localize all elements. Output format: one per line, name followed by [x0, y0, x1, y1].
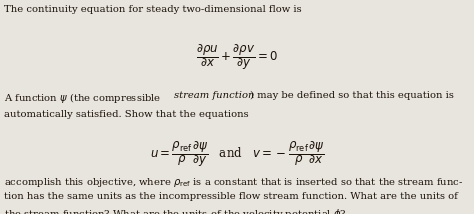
Text: stream function: stream function [174, 91, 255, 100]
Text: ) may be defined so that this equation is: ) may be defined so that this equation i… [250, 91, 454, 100]
Text: $\dfrac{\partial\rho u}{\partial x} + \dfrac{\partial\rho v}{\partial y} = 0$: $\dfrac{\partial\rho u}{\partial x} + \d… [196, 43, 278, 73]
Text: automatically satisfied. Show that the equations: automatically satisfied. Show that the e… [4, 110, 248, 119]
Text: accomplish this objective, where $\rho_{\mathrm{ref}}$ is a constant that is ins: accomplish this objective, where $\rho_{… [4, 176, 463, 189]
Text: the stream function? What are the units of the velocity potential $\phi$?: the stream function? What are the units … [4, 207, 346, 214]
Text: A function $\psi$ (the compressible: A function $\psi$ (the compressible [4, 91, 162, 105]
Text: The continuity equation for steady two-dimensional flow is: The continuity equation for steady two-d… [4, 5, 301, 14]
Text: tion has the same units as the incompressible flow stream function. What are the: tion has the same units as the incompres… [4, 192, 458, 201]
Text: $u = \dfrac{\rho_{\mathrm{ref}}}{\rho}\dfrac{\partial\psi}{\partial y}$   and   : $u = \dfrac{\rho_{\mathrm{ref}}}{\rho}\d… [150, 139, 324, 169]
